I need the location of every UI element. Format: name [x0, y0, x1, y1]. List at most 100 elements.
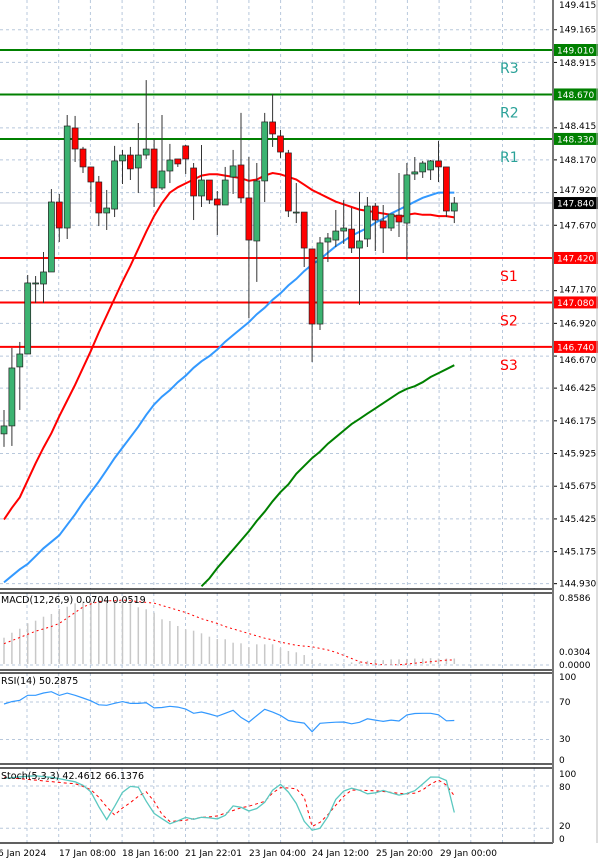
candle — [277, 129, 284, 158]
candle-body — [253, 180, 261, 242]
level-label-s2: S2 — [500, 313, 518, 329]
candle-body — [190, 167, 197, 197]
candle-body — [237, 164, 245, 199]
level-label-r2: R2 — [500, 105, 519, 121]
candle-body — [324, 237, 332, 243]
level-price-label: 148.670 — [557, 91, 594, 101]
rsi-axis-label: 30 — [559, 735, 571, 745]
moving-average-line — [200, 364, 455, 588]
current-price-label: 147.840 — [557, 200, 594, 210]
candle — [387, 213, 395, 232]
current-price-box — [554, 197, 598, 210]
candle — [348, 208, 355, 254]
candle — [24, 274, 32, 355]
stoch-axis-label: 80 — [559, 783, 571, 793]
candle — [411, 156, 419, 181]
moving-average-line — [3, 191, 455, 584]
price-tick-label: 149.415 — [559, 1, 596, 11]
price-tick-label: 148.415 — [559, 122, 596, 132]
time-tick-label: 18 Jan 16:00 — [122, 849, 179, 859]
price-tick-label: 147.920 — [559, 186, 596, 196]
macd-axis-label: 0.0000 — [559, 661, 591, 671]
candle — [371, 203, 379, 252]
candle — [435, 140, 442, 182]
candle — [419, 160, 427, 178]
candle-body — [427, 160, 434, 171]
candle-body — [285, 152, 292, 212]
candle-body — [411, 171, 419, 175]
candle — [308, 248, 316, 362]
candle — [158, 115, 166, 190]
moving-average-line — [3, 171, 455, 521]
stoch-title: Stoch(5,3,3) 42.4612 66.1376 — [1, 771, 144, 782]
candle-body — [379, 220, 387, 229]
candle-body — [174, 158, 182, 165]
candle-body — [32, 282, 39, 285]
candle — [134, 122, 142, 193]
stoch-panel — [0, 768, 553, 843]
candle — [253, 163, 261, 282]
candle-body — [419, 162, 427, 173]
price-tick-label: 147.170 — [559, 285, 596, 295]
price-tick-label: 145.675 — [559, 482, 596, 492]
candle-body — [103, 207, 111, 214]
macd-axis-label: 0.0304 — [559, 648, 591, 658]
candle — [237, 112, 245, 204]
candle-body — [450, 202, 458, 212]
level-label-s1: S1 — [500, 269, 518, 285]
candle-body — [111, 160, 118, 210]
level-price-label: 146.740 — [557, 343, 594, 353]
candle — [213, 191, 221, 235]
candle — [300, 211, 308, 267]
candle-body — [55, 201, 63, 229]
level-price-label: 147.420 — [557, 254, 594, 264]
candle-body — [0, 425, 8, 435]
time-tick-label: 6 Jan 2024 — [0, 849, 46, 859]
rsi-axis-label: 70 — [559, 698, 571, 708]
candle — [40, 251, 47, 303]
candle-body — [95, 181, 103, 214]
price-tick-label: 145.425 — [559, 515, 596, 525]
candle — [261, 112, 269, 202]
level-label-s3: S3 — [500, 358, 518, 374]
level-price-label: 148.330 — [557, 135, 594, 145]
candle-body — [8, 367, 16, 427]
level-label-r3: R3 — [500, 61, 519, 77]
candle — [111, 145, 118, 218]
candle-body — [150, 148, 158, 189]
rsi-axis-label: 0 — [559, 756, 565, 766]
candle-body — [229, 165, 237, 178]
candle-body — [40, 271, 47, 285]
level-price-box — [554, 296, 598, 309]
rsi-title: RSI(14) 50.2875 — [1, 676, 78, 687]
candle — [340, 200, 348, 244]
price-tick-label: 146.920 — [559, 319, 596, 329]
candle — [8, 347, 16, 446]
candle — [87, 166, 95, 202]
rsi-line — [3, 691, 455, 733]
price-tick-label: 147.670 — [559, 221, 596, 231]
candle-body — [198, 179, 205, 197]
candle-body — [371, 205, 379, 221]
macd-panel — [0, 593, 553, 670]
candle — [150, 138, 158, 207]
candle — [221, 166, 229, 206]
price-tick-label: 145.925 — [559, 450, 596, 460]
candle — [324, 232, 332, 263]
rsi-panel — [0, 673, 553, 764]
candle — [443, 166, 450, 218]
candle-body — [245, 197, 253, 241]
candle — [48, 189, 55, 273]
level-price-box — [554, 88, 598, 101]
stoch-axis-label: 100 — [559, 770, 576, 780]
candle-body — [403, 174, 411, 224]
candle — [332, 209, 340, 247]
candle-body — [24, 282, 32, 355]
candle — [403, 163, 411, 260]
candle — [166, 143, 174, 184]
price-tick-label: 148.170 — [559, 156, 596, 166]
candle — [450, 197, 458, 224]
candle — [379, 204, 387, 254]
level-label-r1: R1 — [500, 150, 519, 166]
candle — [182, 144, 190, 174]
